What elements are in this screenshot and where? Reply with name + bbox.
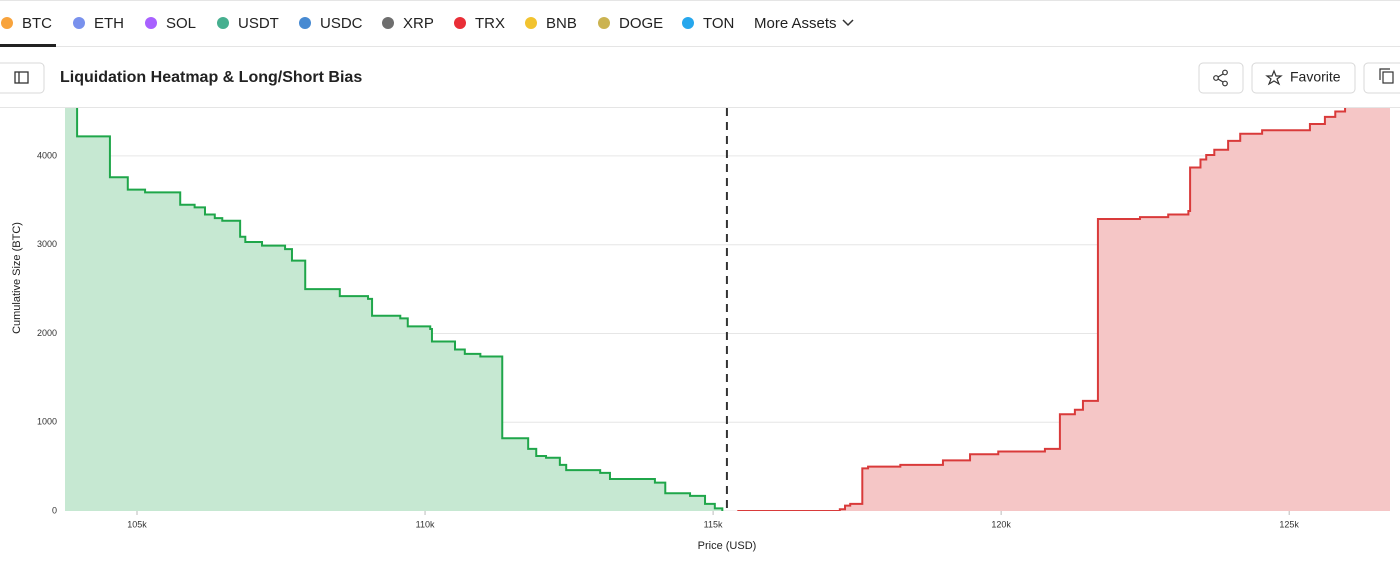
asset-tab-label: USDC: [320, 15, 363, 32]
asset-icon: [299, 17, 311, 29]
asset-icon: [598, 17, 610, 29]
copy-button[interactable]: [1363, 62, 1400, 94]
asset-icon: [382, 17, 394, 29]
sidebar-toggle[interactable]: [0, 62, 45, 94]
sidebar-icon: [14, 71, 29, 84]
asset-tab-label: BNB: [546, 15, 577, 32]
copy-icon-back: [1379, 68, 1390, 80]
area: [65, 108, 723, 511]
asset-tab-label: XRP: [403, 15, 434, 32]
axes: 0 1000 2000 3000 4000 105k 110k 115k 120k 125k: [37, 150, 1299, 529]
asset-tab-label: BTC: [22, 15, 52, 32]
x-axis-label: Price (USD): [698, 540, 757, 552]
area: [737, 108, 1390, 511]
y-tick-label: 3000: [37, 239, 57, 249]
line: [737, 108, 1347, 511]
favorite-button[interactable]: [1251, 62, 1356, 94]
x-tick-label: 115k: [704, 519, 723, 529]
asset-tab-label: DOGE: [619, 15, 663, 32]
star-icon: [1265, 69, 1283, 86]
y-tick-label: 1000: [37, 417, 57, 427]
y-tick-label: 2000: [37, 328, 57, 338]
y-tick-label: 0: [52, 505, 57, 515]
asset-tabs: BTC ETH SOL USDT USDC XRP TRX BNB DOGE TON More As…: [1, 8, 837, 38]
favorite-label: Favorite: [1290, 69, 1341, 85]
asset-icon: [454, 17, 466, 29]
asset-tab-label: More Assets: [754, 15, 837, 32]
asset-tab-label: TON: [703, 15, 734, 32]
asset-tab-label: TRX: [475, 15, 505, 32]
x-tick-label: 110k: [416, 519, 435, 529]
asset-icon: [217, 17, 229, 29]
asset-icon: [145, 17, 157, 29]
asset-icon: [73, 17, 85, 29]
asset-tab-label: USDT: [238, 15, 279, 32]
asset-tab[interactable]: [732, 8, 742, 38]
x-tick-label: 120k: [991, 519, 1011, 529]
asset-icon: [1, 17, 13, 29]
asset-icon: [682, 17, 694, 29]
share-icon: [1213, 69, 1228, 87]
asset-tab-label: ETH: [94, 15, 124, 32]
page-title: Liquidation Heatmap & Long/Short Bias: [60, 69, 362, 86]
active-tab-underline: [0, 44, 56, 47]
asset-tab-label: SOL: [166, 15, 196, 32]
x-tick-label: 125k: [1279, 519, 1299, 529]
line: [76, 108, 724, 511]
y-tick-label: 4000: [37, 150, 57, 160]
chevron-icon: [842, 19, 854, 27]
asset-icon: [525, 17, 537, 29]
x-tick-label: 105k: [127, 519, 147, 529]
share-button[interactable]: [1198, 62, 1244, 94]
y-axis-label: Cumulative Size (BTC): [11, 222, 23, 334]
copy-icon: [1382, 71, 1394, 84]
